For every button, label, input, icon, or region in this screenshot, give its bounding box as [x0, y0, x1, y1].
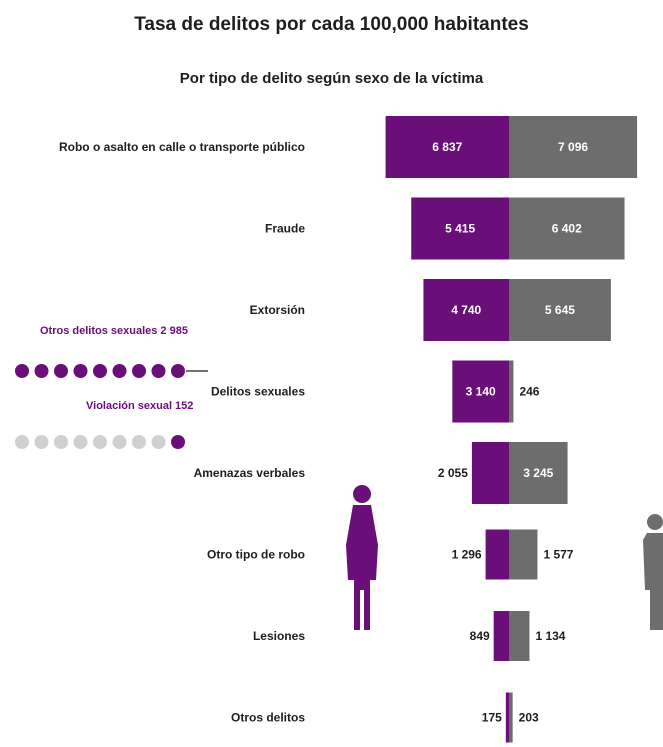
category-label: Otro tipo de robo: [207, 548, 305, 562]
bar-men: [509, 692, 513, 743]
value-label-women: 2 055: [438, 466, 468, 480]
value-label-women: 4 740: [451, 303, 481, 317]
value-label-women: 849: [470, 629, 490, 643]
dot-rape: [112, 435, 127, 449]
dot-rape: [132, 435, 146, 449]
dot-other-sexual: [73, 364, 88, 378]
value-label-women: 175: [482, 711, 502, 725]
bar-men: [509, 529, 538, 580]
chart-subtitle: Por tipo de delito según sexo de la víct…: [179, 70, 484, 87]
man-icon: [643, 514, 663, 630]
bar-women: [411, 197, 509, 260]
value-label-men: 1 577: [543, 548, 573, 562]
dot-other-sexual: [151, 364, 166, 378]
category-label: Lesiones: [253, 629, 305, 643]
bar-women: [485, 529, 509, 580]
value-label-men: 5 645: [545, 303, 575, 317]
bar-men: [509, 611, 530, 661]
dot-label-other-sexual: Otros delitos sexuales 2 985: [40, 325, 188, 337]
value-label-women: 6 837: [432, 140, 462, 154]
bar-men: [509, 116, 638, 178]
value-label-women: 5 415: [445, 222, 475, 236]
bar-women: [505, 692, 509, 743]
dot-other-sexual: [93, 364, 107, 378]
dot-label-rape: Violación sexual 152: [86, 400, 194, 412]
bar-women: [423, 279, 509, 341]
value-label-women: 1 296: [452, 548, 482, 562]
dot-other-sexual: [112, 364, 127, 378]
bar-women: [452, 360, 509, 423]
value-label-men: 203: [519, 711, 539, 725]
bar-men: [509, 360, 514, 423]
value-label-men: 1 134: [535, 629, 565, 643]
category-label: Robo o asalto en calle o transporte públ…: [59, 140, 305, 154]
chart-title: Tasa de delitos por cada 100,000 habitan…: [134, 14, 529, 35]
category-label: Amenazas verbales: [194, 466, 306, 480]
category-label: Delitos sexuales: [211, 385, 305, 399]
bar-men: [509, 197, 625, 260]
dot-rape: [73, 435, 88, 449]
value-label-men: 3 245: [523, 466, 553, 480]
value-label-men: 246: [519, 385, 539, 399]
category-label: Extorsión: [250, 303, 305, 317]
bar-women: [493, 611, 509, 661]
bar-women: [385, 116, 509, 178]
dot-rape: [15, 435, 29, 449]
value-label-women: 3 140: [466, 385, 496, 399]
bar-women: [471, 442, 509, 504]
value-label-men: 6 402: [552, 222, 582, 236]
dot-other-sexual: [54, 364, 68, 378]
category-label: Otros delitos: [231, 711, 305, 725]
dot-other-sexual: [34, 364, 49, 378]
woman-icon: [346, 485, 378, 630]
dot-rape: [34, 435, 49, 449]
value-label-men: 7 096: [558, 140, 588, 154]
dot-rape: [93, 435, 107, 449]
dot-rape: [151, 435, 166, 449]
bars-group: Robo o asalto en calle o transporte públ…: [59, 116, 638, 743]
dot-other-sexual: [132, 364, 146, 378]
dot-other-sexual: [15, 364, 29, 378]
dot-rape: [171, 435, 185, 449]
bar-men: [509, 279, 611, 341]
dot-other-sexual: [171, 364, 185, 378]
dot-rape: [54, 435, 68, 449]
category-label: Fraude: [265, 222, 305, 236]
dot-panel: [15, 364, 185, 449]
bar-men: [509, 442, 568, 504]
